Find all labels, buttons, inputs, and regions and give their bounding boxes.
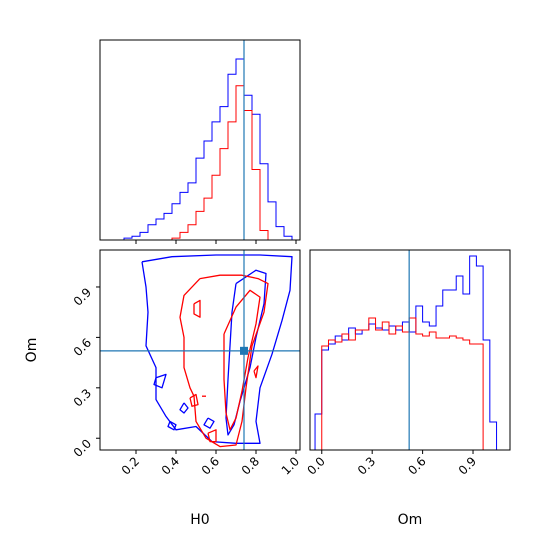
om-histogram-ticks [321,450,474,454]
joint-contour-panel [96,249,301,454]
om-histogram-frame [309,249,511,451]
histogram-step-series-1 [314,255,498,450]
histogram-step-series-2 [116,85,292,241]
h0-tick-label: 0.6 [199,454,222,477]
joint-ticks [96,286,297,454]
histogram-step-series-2 [315,317,497,451]
contour-13 [253,365,259,379]
contour-5 [203,417,215,429]
om-histogram-panel [309,249,511,454]
om-x-tick-label: 0.0 [304,454,327,477]
x-axis-label-om: Om [398,512,423,528]
joint-frame [99,249,301,451]
om-x-tick-label: 0.3 [355,454,378,477]
om-y-tick-label: 0.6 [71,336,94,359]
om-x-tick-label: 0.6 [405,454,428,477]
contour-11 [207,429,217,443]
contour-9 [193,299,201,318]
y-axis-label-om: Om [24,338,40,363]
truth-marker [240,346,248,355]
om-y-tick-label: 0.9 [71,285,94,308]
h0-tick-label: 0.4 [159,454,182,477]
h0-histogram-ticks [135,240,297,244]
h0-tick-label: 0.2 [119,454,142,477]
contour-4 [167,420,177,431]
x-axis-label-h0: H0 [190,512,209,528]
om-histogram-series [314,255,498,451]
h0-tick-label: 1.0 [279,454,302,477]
om-x-tick-label: 0.9 [456,454,479,477]
joint-contours [141,254,293,448]
histogram-step-series-1 [116,58,293,241]
contour-7 [179,274,269,448]
om-y-tick-label: 0.0 [71,436,94,459]
h0-histogram-frame [99,39,301,241]
contour-6 [179,402,189,414]
tick-labels: 0.2 0.4 0.6 0.8 1.0 0.0 0.3 0.6 0.90.00.30.60.9 [71,285,479,477]
contour-1 [141,254,293,444]
h0-tick-label: 0.8 [239,454,262,477]
contour-3 [153,373,167,389]
contour-8 [223,289,261,431]
contour-10 [189,393,199,407]
h0-histogram-series [116,58,293,241]
h0-histogram-panel [99,39,301,244]
om-y-tick-label: 0.3 [71,386,94,409]
